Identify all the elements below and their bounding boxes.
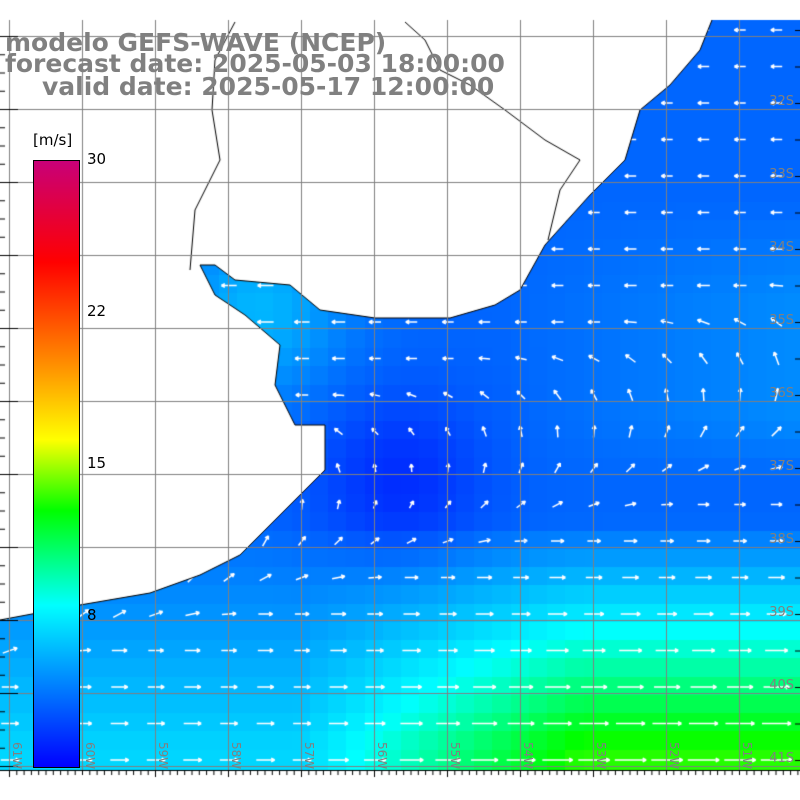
longitude-label: 58W	[229, 742, 243, 770]
colorbar-unit: [m/s]	[30, 131, 76, 149]
latitude-label: 32S	[769, 94, 794, 109]
latitude-label: 41S	[769, 751, 794, 766]
colorbar-tick: 8	[87, 606, 97, 624]
longitude-label: 55W	[448, 742, 462, 770]
longitude-label: 54W	[521, 742, 535, 770]
colorbar-tick: 30	[87, 150, 107, 168]
forecast-date: forecast date: 2025-05-03 18:00:00	[5, 49, 505, 78]
colorbar-tick: 22	[87, 302, 107, 320]
longitude-label: 56W	[375, 742, 389, 770]
latitude-label: 40S	[769, 678, 794, 693]
colorbar	[33, 160, 80, 768]
latitude-label: 36S	[769, 386, 794, 401]
latitude-label: 35S	[769, 313, 794, 328]
latitude-label: 37S	[769, 459, 794, 474]
valid-date: valid date: 2025-05-17 12:00:00	[42, 72, 495, 101]
longitude-label: 60W	[83, 742, 97, 770]
latitude-label: 33S	[769, 167, 794, 182]
longitude-label: 61W	[10, 742, 24, 770]
longitude-label: 57W	[302, 742, 316, 770]
longitude-label: 53W	[594, 742, 608, 770]
latitude-label: 38S	[769, 532, 794, 547]
latitude-label: 34S	[769, 240, 794, 255]
longitude-label: 51W	[740, 742, 754, 770]
colorbar-tick: 15	[87, 454, 107, 472]
model-title: modelo GEFS-WAVE (NCEP)	[5, 28, 387, 57]
latitude-label: 39S	[769, 605, 794, 620]
longitude-label: 52W	[667, 742, 681, 770]
longitude-label: 59W	[156, 742, 170, 770]
